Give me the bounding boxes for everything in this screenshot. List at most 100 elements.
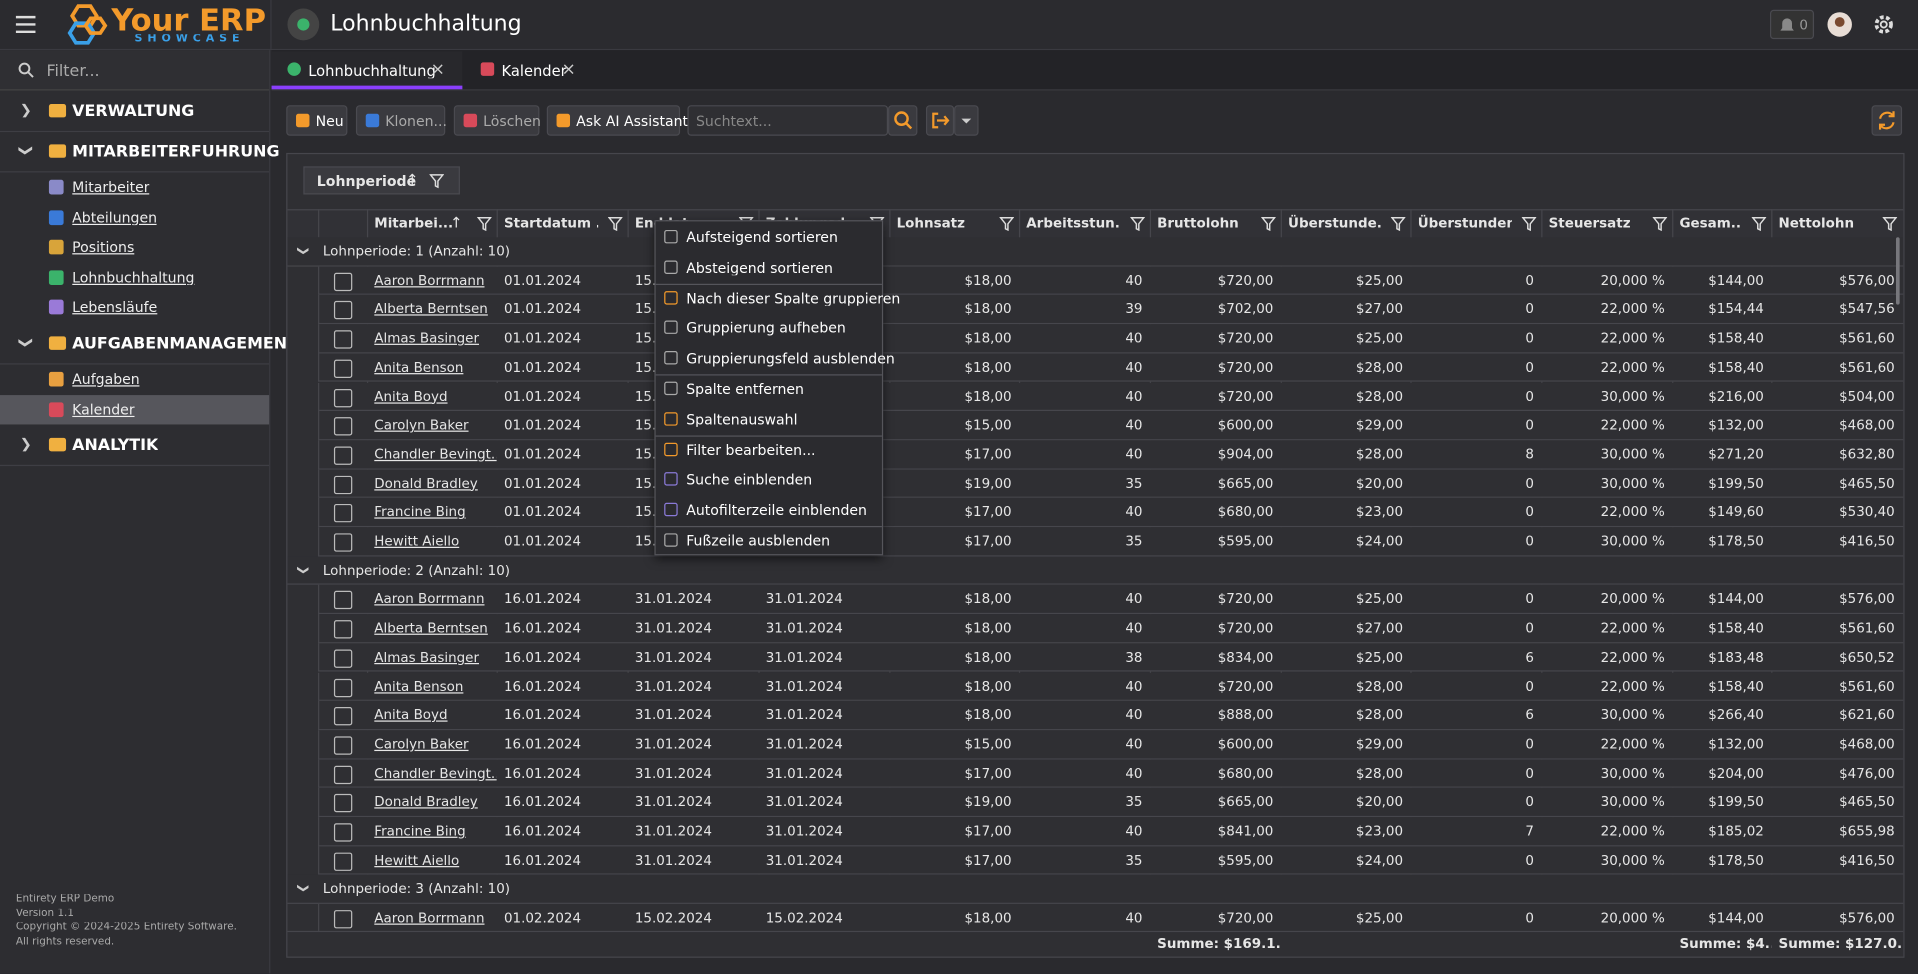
- nav-section[interactable]: ❯AUFGABENMANAGEMENT: [0, 324, 269, 364]
- row-checkbox[interactable]: [334, 417, 352, 435]
- column-filter[interactable]: [1653, 217, 1668, 235]
- menu-item[interactable]: Aufsteigend sortieren: [656, 224, 882, 252]
- row-checkbox[interactable]: [334, 533, 352, 551]
- employee-link[interactable]: Almas Basinger: [367, 324, 497, 353]
- employee-link[interactable]: Francine Bing: [367, 817, 497, 846]
- menu-item[interactable]: Suche einblenden: [656, 467, 882, 495]
- row-checkbox[interactable]: [334, 475, 352, 493]
- nav-section[interactable]: ❯MITARBEITERFÜHRUNG: [0, 132, 269, 172]
- column-filter[interactable]: [999, 217, 1014, 235]
- nav-section[interactable]: ❯VERWALTUNG: [0, 92, 269, 132]
- row-checkbox[interactable]: [334, 765, 352, 783]
- employee-link[interactable]: Aaron Borrmann: [367, 904, 497, 933]
- row-checkbox[interactable]: [334, 707, 352, 725]
- row-checkbox[interactable]: [334, 649, 352, 667]
- employee-link[interactable]: Donald Bradley: [367, 788, 497, 817]
- employee-link[interactable]: Carolyn Baker: [367, 411, 497, 440]
- column-filter[interactable]: [608, 217, 623, 235]
- employee-link[interactable]: Aaron Borrmann: [367, 585, 497, 614]
- row-checkbox[interactable]: [334, 678, 352, 696]
- sidebar-filter[interactable]: Filter...: [0, 50, 269, 90]
- column-header[interactable]: Nettolohn: [1771, 209, 1873, 237]
- menu-button[interactable]: [15, 15, 37, 35]
- column-filter[interactable]: [1522, 217, 1537, 235]
- row-checkbox[interactable]: [334, 446, 352, 464]
- tab-close[interactable]: ×: [561, 61, 575, 78]
- row-checkbox[interactable]: [334, 823, 352, 841]
- column-filter[interactable]: [1752, 217, 1767, 235]
- row-checkbox[interactable]: [334, 330, 352, 348]
- group-panel-chip[interactable]: Lohnperiode↑: [303, 166, 460, 194]
- avatar[interactable]: [1827, 12, 1851, 36]
- menu-item[interactable]: Fußzeile ausblenden: [656, 527, 882, 555]
- menu-item[interactable]: Nach dieser Spalte gruppieren: [656, 285, 882, 313]
- column-filter[interactable]: [1261, 217, 1276, 235]
- menu-item[interactable]: Gruppierung aufheben: [656, 315, 882, 343]
- column-header[interactable]: Bruttolohn: [1150, 209, 1252, 237]
- nav-section[interactable]: ❯ANALYTIK: [0, 426, 269, 466]
- column-header[interactable]: Steuersatz: [1541, 209, 1643, 237]
- employee-link[interactable]: Almas Basinger: [367, 643, 497, 672]
- row-checkbox[interactable]: [334, 591, 352, 609]
- employee-link[interactable]: Carolyn Baker: [367, 730, 497, 759]
- search-button[interactable]: [888, 105, 917, 136]
- tab[interactable]: Lohnbuchhaltung×: [272, 51, 463, 89]
- settings-button[interactable]: [1873, 13, 1895, 35]
- group-toggle[interactable]: ❯: [296, 883, 308, 893]
- export-dropdown[interactable]: [954, 105, 978, 136]
- search-box[interactable]: Suchtext...: [687, 105, 888, 136]
- toolbar-button[interactable]: Klonen...: [356, 105, 445, 136]
- employee-link[interactable]: Alberta Berntsen: [367, 295, 497, 324]
- nav-item[interactable]: Mitarbeiter: [0, 172, 269, 201]
- menu-item[interactable]: Spaltenauswahl: [656, 406, 882, 434]
- menu-item[interactable]: Absteigend sortieren: [656, 254, 882, 282]
- nav-item[interactable]: Positions: [0, 233, 269, 262]
- nav-item[interactable]: Aufgaben: [0, 365, 269, 394]
- employee-link[interactable]: Chandler Bevingt...: [367, 759, 497, 788]
- column-filter[interactable]: [477, 217, 492, 235]
- employee-link[interactable]: Hewitt Aiello: [367, 527, 497, 556]
- column-header[interactable]: Lohnsatz: [889, 209, 989, 237]
- row-checkbox[interactable]: [334, 504, 352, 522]
- toolbar-button[interactable]: Ask AI Assistant: [547, 105, 680, 136]
- row-checkbox[interactable]: [334, 910, 352, 928]
- row-checkbox[interactable]: [334, 272, 352, 290]
- employee-link[interactable]: Francine Bing: [367, 498, 497, 527]
- nav-item[interactable]: Lebensläufe: [0, 293, 269, 322]
- menu-item[interactable]: Autofilterzeile einblenden: [656, 497, 882, 525]
- column-filter[interactable]: [1391, 217, 1406, 235]
- column-header[interactable]: Startdatum ...: [497, 209, 599, 237]
- row-checkbox[interactable]: [334, 620, 352, 638]
- toolbar-button[interactable]: Neu: [286, 105, 347, 136]
- row-checkbox[interactable]: [334, 794, 352, 812]
- column-filter[interactable]: [1130, 217, 1145, 235]
- nav-item[interactable]: Abteilungen: [0, 203, 269, 232]
- row-checkbox[interactable]: [334, 388, 352, 406]
- employee-link[interactable]: Chandler Bevingt...: [367, 440, 497, 469]
- toolbar-button[interactable]: Löschen: [454, 105, 540, 136]
- menu-item[interactable]: Spalte entfernen: [656, 376, 882, 404]
- employee-link[interactable]: Anita Benson: [367, 353, 497, 382]
- export-button[interactable]: [926, 105, 954, 136]
- employee-link[interactable]: Anita Boyd: [367, 382, 497, 411]
- employee-link[interactable]: Donald Bradley: [367, 469, 497, 498]
- group-toggle[interactable]: ❯: [296, 565, 308, 575]
- menu-item[interactable]: Gruppierungsfeld ausblenden: [656, 345, 882, 373]
- employee-link[interactable]: Aaron Borrmann: [367, 266, 497, 295]
- column-header[interactable]: Überstunde...: [1281, 209, 1381, 237]
- refresh-button[interactable]: [1872, 105, 1903, 136]
- row-checkbox[interactable]: [334, 736, 352, 754]
- employee-link[interactable]: Alberta Berntsen: [367, 614, 497, 643]
- column-header[interactable]: Gesam...: [1672, 209, 1742, 237]
- notifications-button[interactable]: 0: [1770, 10, 1814, 39]
- menu-item[interactable]: Filter bearbeiten...: [656, 436, 882, 464]
- row-checkbox[interactable]: [334, 301, 352, 319]
- employee-link[interactable]: Anita Boyd: [367, 701, 497, 730]
- group-toggle[interactable]: ❯: [296, 246, 308, 256]
- nav-item[interactable]: Lohnbuchhaltung: [0, 263, 269, 292]
- row-checkbox[interactable]: [334, 852, 352, 870]
- column-header[interactable]: Arbeitsstun...: [1019, 209, 1121, 237]
- row-checkbox[interactable]: [334, 359, 352, 377]
- column-filter[interactable]: [1883, 217, 1898, 235]
- nav-item[interactable]: Kalender: [0, 395, 269, 424]
